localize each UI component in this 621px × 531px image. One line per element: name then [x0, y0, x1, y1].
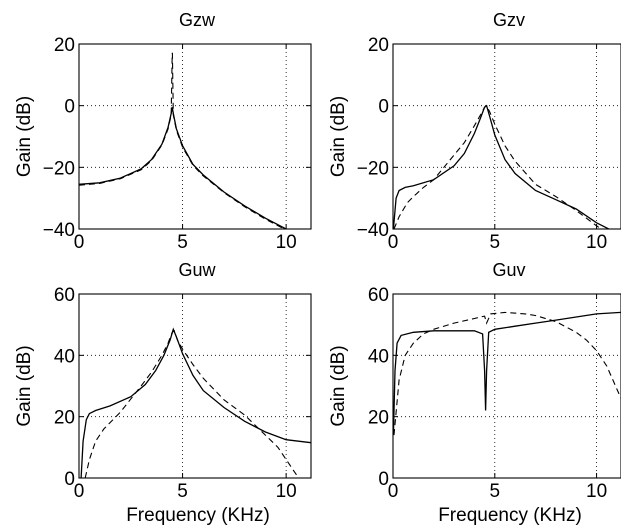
y-axis-label: Gain (dB)	[328, 96, 349, 177]
panel-guw: 0 5 10 60 40 20 0 Guw Gain (dB) Frequency (KHz)	[14, 260, 312, 526]
series-line-dashed	[84, 329, 300, 478]
series-line-dashed	[393, 311, 621, 436]
chart-title: Gzv	[493, 10, 525, 30]
panel-guv: 0 5 10 60 40 20 0 Guv Gain (dB) Frequency (KHz)	[328, 260, 621, 526]
y-tick-label: 20	[368, 35, 389, 56]
y-tick-label: 60	[368, 285, 389, 306]
axes-frame	[392, 43, 621, 230]
y-tick-label: 0	[64, 469, 75, 490]
series-line-solid	[80, 327, 311, 478]
panel-gzv: 0 5 10 20 0 −20 −40 Gzv Gain (dB)	[328, 10, 621, 253]
gridlines	[393, 294, 621, 478]
y-tick-label: 20	[54, 408, 75, 429]
x-tick-label: 5	[489, 481, 500, 502]
gridlines	[393, 44, 621, 229]
x-axis-label: Frequency (KHz)	[126, 505, 270, 526]
chart-title: Guw	[178, 260, 216, 280]
axes-frame	[78, 43, 312, 230]
y-tick-label: 40	[368, 346, 389, 367]
series-group	[79, 52, 288, 229]
axes-frame	[78, 293, 312, 479]
x-tick-label: 5	[489, 232, 500, 253]
y-axis-label: Gain (dB)	[328, 345, 349, 426]
x-tick-label: 5	[177, 232, 188, 253]
y-tick-label: 20	[54, 35, 75, 56]
series-line-solid	[79, 107, 288, 229]
y-tick-label: 0	[378, 469, 389, 490]
series-line-solid	[393, 104, 611, 229]
series-line-dashed	[79, 52, 286, 229]
series-line-dashed	[393, 104, 603, 229]
x-tick-label: 0	[388, 232, 399, 253]
x-tick-label: 0	[74, 481, 85, 502]
y-tick-label: 0	[378, 97, 389, 118]
chart-title: Guv	[492, 260, 525, 280]
y-tick-label: −40	[357, 220, 389, 241]
x-tick-label: 10	[276, 232, 297, 253]
series-group	[393, 311, 621, 436]
y-axis-label: Gain (dB)	[14, 345, 35, 426]
series-group	[393, 104, 611, 229]
x-tick-label: 0	[388, 481, 399, 502]
x-tick-label: 10	[586, 481, 607, 502]
panel-gzw: 0 5 10 20 0 −20 −40 Gzw Gain (dB)	[14, 10, 312, 253]
x-tick-label: 5	[177, 481, 188, 502]
axes-frame	[392, 293, 621, 479]
series-line-solid	[393, 311, 621, 436]
x-axis-label: Frequency (KHz)	[438, 505, 582, 526]
y-tick-label: 0	[64, 97, 75, 118]
y-tick-label: −20	[357, 158, 389, 179]
gridlines	[79, 294, 311, 478]
y-tick-label: −40	[43, 220, 75, 241]
y-tick-label: 40	[54, 346, 75, 367]
y-axis-label: Gain (dB)	[14, 96, 35, 177]
x-tick-label: 0	[74, 232, 85, 253]
chart-title: Gzw	[179, 10, 216, 30]
y-tick-label: 20	[368, 408, 389, 429]
y-tick-label: −20	[43, 158, 75, 179]
x-tick-label: 10	[276, 481, 297, 502]
series-group	[80, 327, 311, 478]
gridlines	[79, 44, 311, 229]
y-tick-label: 60	[54, 285, 75, 306]
x-tick-label: 10	[586, 232, 607, 253]
